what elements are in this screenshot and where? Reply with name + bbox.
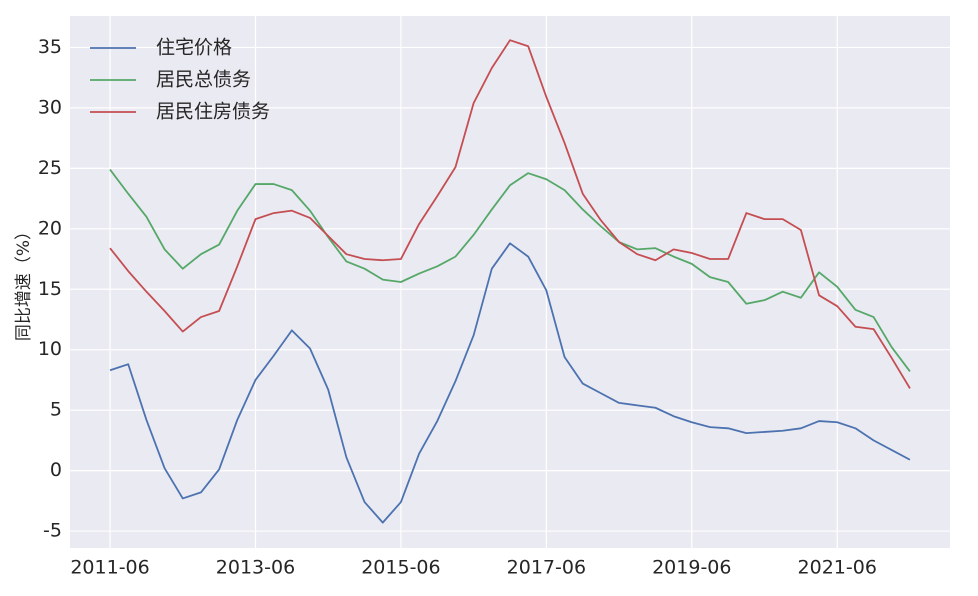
y-tick-label: 10 bbox=[38, 338, 62, 360]
y-tick-label: -5 bbox=[43, 520, 62, 542]
series-line bbox=[109, 39, 911, 389]
x-tick-label: 2017-06 bbox=[507, 557, 586, 579]
labels: -5 0 5 10 15 20 25 30 35 2011-06 2013-06 2015-06 201… bbox=[38, 36, 877, 579]
legend-label: 居民总债务 bbox=[156, 69, 251, 91]
x-tick-label: 2011-06 bbox=[70, 557, 149, 579]
x-tick-label: 2013-06 bbox=[216, 557, 295, 579]
x-tick-label: 2021-06 bbox=[798, 557, 877, 579]
x-tick-label: 2015-06 bbox=[361, 557, 440, 579]
y-tick-label: 20 bbox=[38, 217, 62, 239]
plot-background bbox=[70, 16, 950, 548]
y-tick-label: 5 bbox=[50, 399, 62, 421]
series-line bbox=[109, 169, 911, 373]
x-tick-label: 2019-06 bbox=[652, 557, 731, 579]
y-axis-label: 同比增速（%） bbox=[14, 223, 34, 341]
y-tick-label: 25 bbox=[38, 157, 62, 179]
y-tick-label: 30 bbox=[38, 96, 62, 118]
grid bbox=[70, 16, 950, 548]
series-line bbox=[109, 242, 911, 524]
y-tick-label: 15 bbox=[38, 278, 62, 300]
legend-label: 住宅价格 bbox=[156, 37, 232, 59]
y-tick-label: 0 bbox=[50, 459, 62, 481]
y-tick-label: 35 bbox=[38, 36, 62, 58]
legend-label: 居民住房债务 bbox=[156, 101, 270, 123]
lines bbox=[109, 39, 911, 524]
